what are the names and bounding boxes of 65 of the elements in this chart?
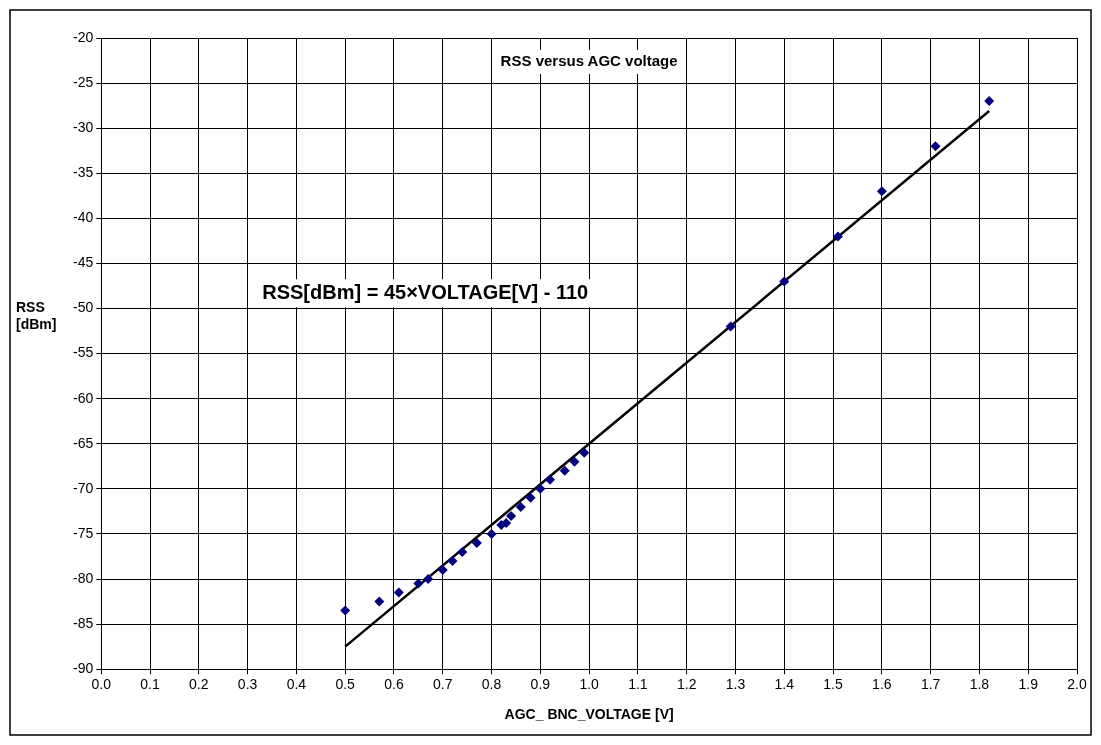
point xyxy=(876,186,887,197)
x-tick-label: 0.7 xyxy=(433,676,453,693)
y-tick-label: -55 xyxy=(73,344,94,361)
x-tick-label: 0.2 xyxy=(189,676,209,693)
y-axis-title: RSS [dBm] xyxy=(16,299,57,333)
y-tick-label: -65 xyxy=(73,434,94,451)
point xyxy=(515,501,526,512)
point xyxy=(374,596,385,607)
point xyxy=(471,537,482,548)
x-tick-label: 2.0 xyxy=(1067,676,1087,693)
point xyxy=(559,465,570,476)
y-tick-label: -45 xyxy=(73,254,94,271)
y-tick-label: -35 xyxy=(73,164,94,181)
point xyxy=(501,518,512,529)
y-tick-label: -30 xyxy=(73,119,94,136)
y-tick-label: -90 xyxy=(73,660,94,677)
point xyxy=(457,546,468,557)
point xyxy=(423,574,434,585)
point xyxy=(413,578,424,589)
x-tick-label: 1.9 xyxy=(1018,676,1039,693)
x-tick-label: 1.8 xyxy=(969,676,990,693)
point xyxy=(579,447,590,458)
point xyxy=(832,231,843,242)
y-tick-label: -40 xyxy=(73,209,94,226)
point xyxy=(545,474,556,485)
point xyxy=(437,565,448,576)
x-tick-label: 1.2 xyxy=(676,676,697,693)
point xyxy=(393,587,404,598)
y-tick-label: -50 xyxy=(73,299,94,316)
x-tick-label: 1.1 xyxy=(628,676,648,693)
point xyxy=(340,605,351,616)
x-tick-label: 0.9 xyxy=(530,676,551,693)
y-tick-label: -85 xyxy=(73,614,94,631)
y-tick-label: -60 xyxy=(73,389,94,406)
y-tick-label: -80 xyxy=(73,569,94,586)
y-tick-label: -75 xyxy=(73,524,94,541)
x-tick-label: 0.4 xyxy=(286,676,307,693)
y-tick-label: -70 xyxy=(73,479,94,496)
point xyxy=(984,96,995,107)
x-tick-label: 1.3 xyxy=(725,676,746,693)
x-tick-label: 1.0 xyxy=(579,676,600,693)
x-tick-label: 1.4 xyxy=(774,676,795,693)
x-tick-label: 0.6 xyxy=(384,676,404,693)
text: RSS versus AGC voltage xyxy=(500,52,678,70)
x-tick-label: 1.5 xyxy=(823,676,843,693)
x-tick-label: 0.0 xyxy=(91,676,112,693)
x-tick-label: 1.7 xyxy=(920,676,941,693)
x-tick-label: 1.6 xyxy=(872,676,892,693)
x-tick-label: 0.3 xyxy=(237,676,258,693)
x-axis-title: AGC_ BNC_VOLTAGE [V] xyxy=(504,706,674,723)
y-tick-label: -20 xyxy=(73,28,94,45)
point xyxy=(525,492,536,503)
point xyxy=(506,510,517,521)
point xyxy=(486,528,497,539)
x-tick-label: 0.5 xyxy=(335,676,356,693)
x-tick-label: 0.1 xyxy=(140,676,160,693)
annotation: RSS[dBm] = 45×VOLTAGE[V] - 110 xyxy=(262,280,589,303)
point xyxy=(535,483,546,494)
point xyxy=(569,456,580,467)
point xyxy=(725,321,736,332)
point xyxy=(930,141,941,152)
point xyxy=(779,276,790,287)
x-tick-label: 0.8 xyxy=(481,676,502,693)
point xyxy=(447,555,458,566)
y-tick-label: -25 xyxy=(73,73,94,90)
